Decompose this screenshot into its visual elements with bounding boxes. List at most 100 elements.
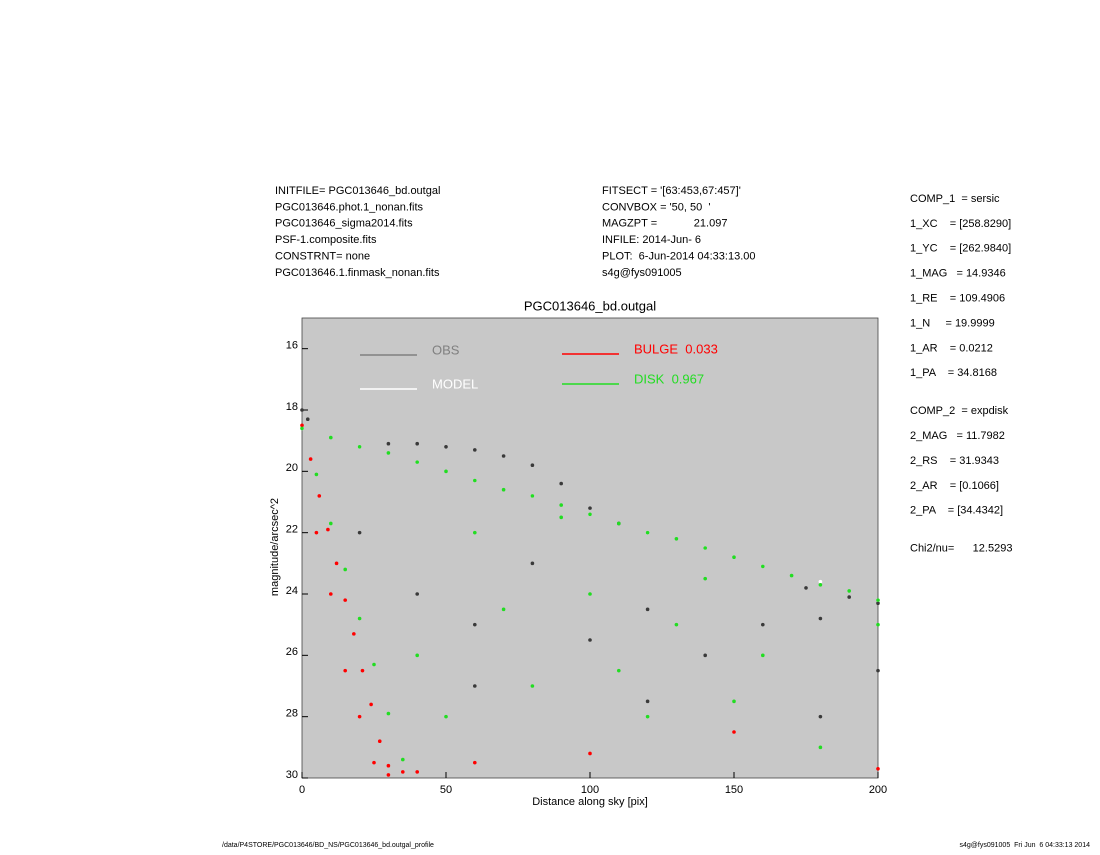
data-point [645,699,650,704]
data-point [360,668,365,673]
data-point [444,469,448,474]
x-tick-label: 100 [581,784,599,796]
data-point [559,503,563,507]
x-axis-label: Distance along sky [pix] [532,796,648,808]
data-point [386,451,391,455]
x-tick-label: 150 [725,784,743,796]
data-point [372,662,376,667]
y-tick-label: 26 [286,646,298,658]
legend-label: DISK 0.967 [634,371,704,386]
data-point [588,592,592,596]
data-point [818,579,823,584]
data-point [847,589,851,593]
data-point [473,448,477,452]
data-point [617,668,621,673]
fit-parameter: 1_MAG = 14.9346 [910,268,1006,280]
data-point [317,494,322,498]
data-point [415,441,420,446]
fit-parameter: 2_AR = [0.1066] [910,480,999,492]
x-tick-label: 200 [869,784,887,796]
data-point [588,751,592,756]
data-point [588,638,592,642]
data-point [343,668,348,673]
header-left-line: CONSTRNT= none [275,251,370,263]
data-point [530,494,535,498]
data-point [732,555,736,559]
data-point [357,714,362,719]
data-point [761,653,765,658]
y-tick-label: 30 [286,769,298,781]
data-point [352,632,356,636]
data-point [876,598,880,602]
fit-parameter: 1_YC = [262.9840] [910,243,1011,255]
data-point [818,714,823,719]
data-point [703,653,707,658]
data-point [501,607,506,612]
chart-title: PGC013646_bd.outgal [524,298,656,313]
data-point [473,478,477,483]
data-point [530,463,535,468]
data-point [300,426,304,431]
header-middle-line: PLOT: 6-Jun-2014 04:33:13.00 [602,251,756,263]
data-point [559,481,563,486]
fit-parameter: 2_RS = 31.9343 [910,455,999,467]
header-left-line: PSF-1.composite.fits [275,234,377,246]
data-point [732,699,736,704]
legend-label: OBS [432,342,460,357]
data-point [473,684,477,688]
header-left-line: PGC013646_sigma2014.fits [275,218,413,230]
data-point [588,512,592,517]
data-point [329,521,333,526]
legend-label: BULGE 0.033 [634,341,718,356]
data-point [369,702,373,707]
data-point [357,616,362,621]
data-point [386,441,391,446]
data-point [645,607,650,612]
fit-parameter: 1_XC = [258.8290] [910,218,1011,230]
data-point [818,583,823,587]
data-point [372,760,376,765]
header-left-line: PGC013646.1.finmask_nonan.fits [275,267,440,279]
fit-parameter: 2_PA = [34.4342] [910,505,1003,517]
data-point [818,745,823,750]
data-point [343,598,348,602]
fit-parameter: COMP_2 = expdisk [910,405,1009,417]
data-point [645,714,650,719]
data-point [415,592,420,596]
fit-parameter: 1_AR = 0.0212 [910,342,993,354]
data-point [300,408,304,412]
data-point [674,537,679,541]
data-point [334,561,339,566]
data-point [876,601,880,605]
y-tick-label: 18 [286,401,298,413]
header-middle-line: MAGZPT = 21.097 [602,218,727,230]
data-point [501,487,506,492]
fit-parameter: 1_RE = 109.4906 [910,293,1005,305]
data-point [329,592,333,596]
header-middle-line: s4g@fys091005 [602,267,682,279]
fit-parameter: 1_PA = 34.8168 [910,367,997,379]
header-middle-line: CONVBOX = '50, 50 ' [602,201,710,213]
data-point [674,622,679,627]
header-left-line: PGC013646.phot.1_nonan.fits [275,201,424,213]
y-axis-label: magnitude/arcsec^2 [269,498,281,596]
data-point [444,445,448,449]
y-tick-label: 24 [286,585,298,597]
header-middle-line: INFILE: 2014-Jun- 6 [602,234,701,246]
data-point [415,460,420,464]
header-middle-line: FITSECT = '[63:453,67:457]' [602,185,741,197]
x-tick-label: 50 [440,784,452,796]
data-point [818,616,823,621]
fit-parameter: 2_MAG = 11.7982 [910,430,1005,442]
fit-parameter: 1_N = 19.9999 [910,317,995,329]
y-tick-label: 22 [286,524,298,536]
data-point [377,739,382,743]
data-point [732,730,736,734]
data-point [847,595,851,599]
data-point [401,757,405,762]
data-point [314,472,319,477]
data-point [559,515,563,520]
data-point [326,527,330,532]
data-point [386,773,391,777]
